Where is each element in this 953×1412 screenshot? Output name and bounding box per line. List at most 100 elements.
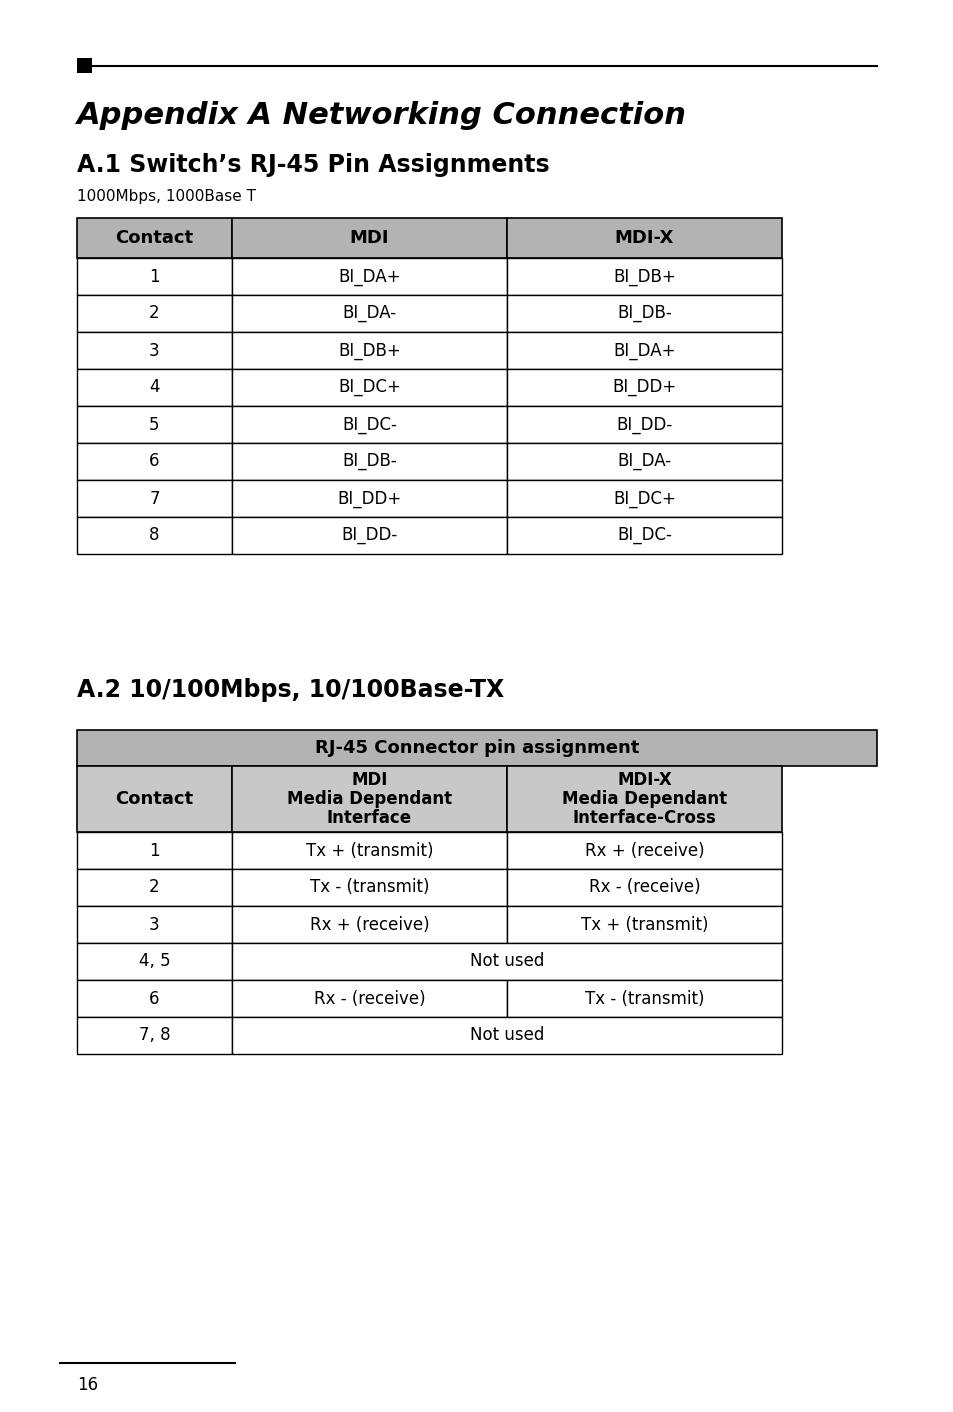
Bar	[506, 480, 781, 517]
Text: Interface-Cross: Interface-Cross	[572, 809, 716, 827]
Text: A.2 10/100Mbps, 10/100Base-TX: A.2 10/100Mbps, 10/100Base-TX	[77, 678, 504, 702]
Bar	[506, 295, 781, 332]
Text: BI_DA-: BI_DA-	[617, 452, 671, 470]
Text: BI_DA-: BI_DA-	[342, 305, 396, 322]
Bar	[77, 868, 232, 907]
Text: BI_DD+: BI_DD+	[337, 490, 401, 507]
Text: Not used: Not used	[469, 1027, 543, 1045]
Text: 7, 8: 7, 8	[138, 1027, 171, 1045]
Bar	[77, 295, 232, 332]
Bar	[506, 765, 781, 832]
Bar	[232, 443, 506, 480]
Bar	[77, 832, 232, 868]
Bar	[232, 480, 506, 517]
Text: 4, 5: 4, 5	[138, 953, 171, 970]
Bar	[77, 1017, 232, 1053]
Text: 3: 3	[149, 342, 160, 360]
Bar	[77, 765, 232, 832]
Text: BI_DA+: BI_DA+	[338, 267, 400, 285]
Bar	[77, 980, 232, 1017]
Text: Media Dependant: Media Dependant	[561, 789, 726, 808]
Text: 1: 1	[149, 842, 160, 860]
Text: Tx - (transmit): Tx - (transmit)	[310, 878, 429, 897]
Bar	[232, 332, 506, 369]
Text: 2: 2	[149, 305, 160, 322]
Bar	[232, 943, 781, 980]
Text: BI_DC-: BI_DC-	[617, 527, 671, 545]
Text: 6: 6	[149, 990, 159, 1008]
Bar	[232, 980, 506, 1017]
Text: Appendix A Networking Connection: Appendix A Networking Connection	[77, 100, 686, 130]
Text: Rx + (receive): Rx + (receive)	[584, 842, 703, 860]
Text: 3: 3	[149, 915, 160, 933]
Bar	[77, 907, 232, 943]
Bar	[232, 258, 506, 295]
Bar	[506, 407, 781, 443]
Bar	[77, 480, 232, 517]
Text: 2: 2	[149, 878, 160, 897]
Text: 1000Mbps, 1000Base T: 1000Mbps, 1000Base T	[77, 189, 255, 205]
Bar	[506, 332, 781, 369]
Bar	[232, 868, 506, 907]
Bar	[506, 258, 781, 295]
Bar	[232, 1017, 781, 1053]
Bar	[506, 517, 781, 554]
Text: Rx + (receive): Rx + (receive)	[310, 915, 429, 933]
Bar	[77, 332, 232, 369]
Bar	[232, 832, 506, 868]
Text: MDI: MDI	[350, 229, 389, 247]
Bar	[506, 443, 781, 480]
Text: BI_DB+: BI_DB+	[613, 267, 675, 285]
Bar	[232, 765, 506, 832]
Bar	[232, 517, 506, 554]
Text: BI_DC+: BI_DC+	[337, 378, 400, 397]
Bar	[506, 868, 781, 907]
Bar	[506, 907, 781, 943]
Text: 7: 7	[149, 490, 159, 507]
Text: BI_DB-: BI_DB-	[617, 305, 671, 322]
Bar	[77, 217, 232, 258]
Bar	[77, 517, 232, 554]
Bar	[506, 832, 781, 868]
Text: 1: 1	[149, 267, 160, 285]
Text: BI_DC+: BI_DC+	[613, 490, 676, 507]
Bar	[506, 369, 781, 407]
Bar	[77, 258, 232, 295]
Text: 5: 5	[149, 415, 159, 433]
Text: MDI: MDI	[351, 771, 387, 789]
Text: Tx - (transmit): Tx - (transmit)	[584, 990, 703, 1008]
Text: BI_DD-: BI_DD-	[341, 527, 397, 545]
Text: BI_DC-: BI_DC-	[342, 415, 396, 433]
Text: Rx - (receive): Rx - (receive)	[314, 990, 425, 1008]
Text: BI_DD+: BI_DD+	[612, 378, 676, 397]
Text: Rx - (receive): Rx - (receive)	[588, 878, 700, 897]
Text: Media Dependant: Media Dependant	[287, 789, 452, 808]
Text: A.1 Switch’s RJ-45 Pin Assignments: A.1 Switch’s RJ-45 Pin Assignments	[77, 152, 549, 176]
Text: RJ-45 Connector pin assignment: RJ-45 Connector pin assignment	[314, 738, 639, 757]
Text: 8: 8	[149, 527, 159, 545]
Bar	[232, 217, 506, 258]
Bar	[232, 369, 506, 407]
Text: 16: 16	[77, 1377, 98, 1394]
Text: MDI-X: MDI-X	[614, 229, 674, 247]
Text: 6: 6	[149, 452, 159, 470]
Bar	[232, 907, 506, 943]
Text: 4: 4	[149, 378, 159, 397]
Bar	[77, 730, 876, 765]
Text: Not used: Not used	[469, 953, 543, 970]
Text: BI_DA+: BI_DA+	[613, 342, 675, 360]
Text: MDI-X: MDI-X	[617, 771, 671, 789]
Text: Contact: Contact	[115, 229, 193, 247]
Text: BI_DB+: BI_DB+	[337, 342, 400, 360]
Bar	[232, 295, 506, 332]
Bar	[77, 443, 232, 480]
Text: Tx + (transmit): Tx + (transmit)	[580, 915, 707, 933]
Bar	[77, 943, 232, 980]
Text: BI_DD-: BI_DD-	[616, 415, 672, 433]
Text: Contact: Contact	[115, 789, 193, 808]
Bar	[77, 407, 232, 443]
Bar	[232, 407, 506, 443]
Bar	[77, 58, 91, 73]
Bar	[77, 369, 232, 407]
Text: Tx + (transmit): Tx + (transmit)	[305, 842, 433, 860]
